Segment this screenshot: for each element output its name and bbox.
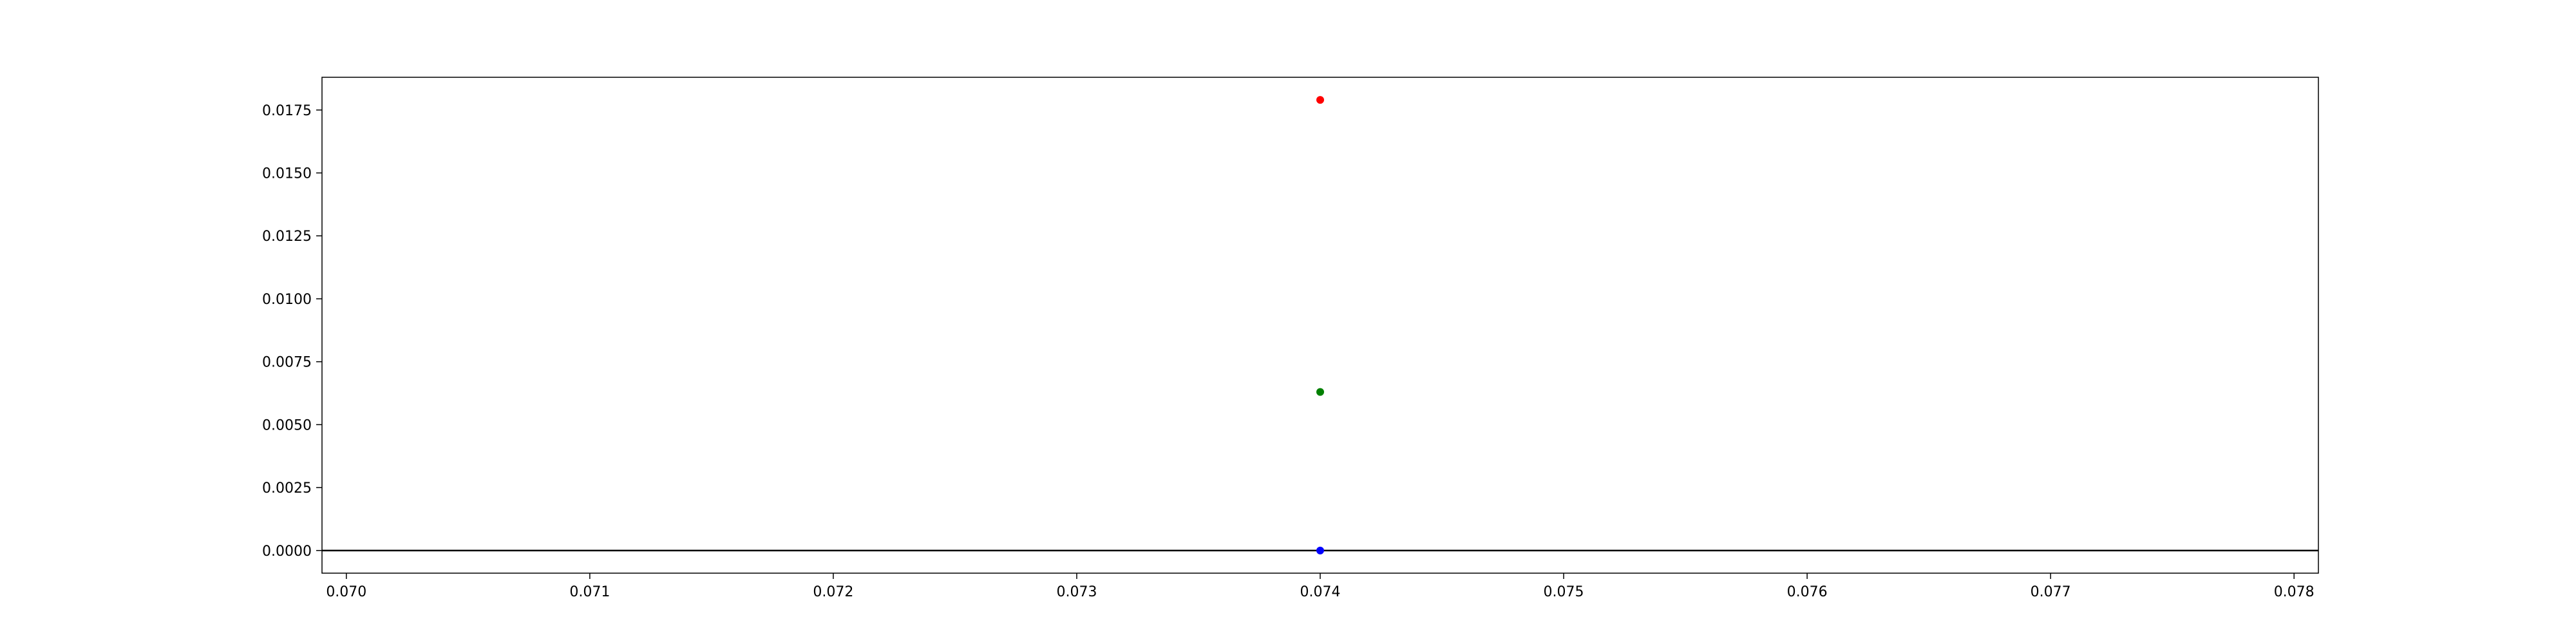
data-points	[1316, 96, 1324, 554]
y-tick-label: 0.0125	[262, 229, 312, 245]
x-tick-label: 0.071	[569, 584, 610, 600]
y-axis: 0.0000 0.0025 0.0050 0.0075 0.0100 0.0125 0.01…	[262, 103, 322, 560]
x-tick-label: 0.074	[1300, 584, 1341, 600]
y-tick-label: 0.0025	[262, 480, 312, 497]
y-tick-label: 0.0175	[262, 103, 312, 119]
x-tick-label: 0.078	[2274, 584, 2315, 600]
x-tick-label: 0.076	[1787, 584, 1828, 600]
x-tick-label: 0.070	[326, 584, 366, 600]
x-tick-label: 0.077	[2031, 584, 2071, 600]
x-axis: 0.070 0.071 0.072 0.073 0.074 0.075 0.076 0.077…	[326, 573, 2315, 600]
y-tick-label: 0.0150	[262, 166, 312, 182]
plot-area	[322, 77, 2318, 573]
y-tick-label: 0.0075	[262, 355, 312, 371]
x-tick-label: 0.073	[1056, 584, 1097, 600]
data-point-1	[1316, 96, 1324, 104]
y-tick-label: 0.0050	[262, 417, 312, 433]
data-point-3	[1316, 546, 1324, 554]
data-point-2	[1316, 388, 1324, 396]
y-tick-label: 0.0100	[262, 292, 312, 308]
x-tick-label: 0.072	[813, 584, 853, 600]
y-tick-label: 0.0000	[262, 544, 312, 560]
x-tick-label: 0.075	[1544, 584, 1584, 600]
